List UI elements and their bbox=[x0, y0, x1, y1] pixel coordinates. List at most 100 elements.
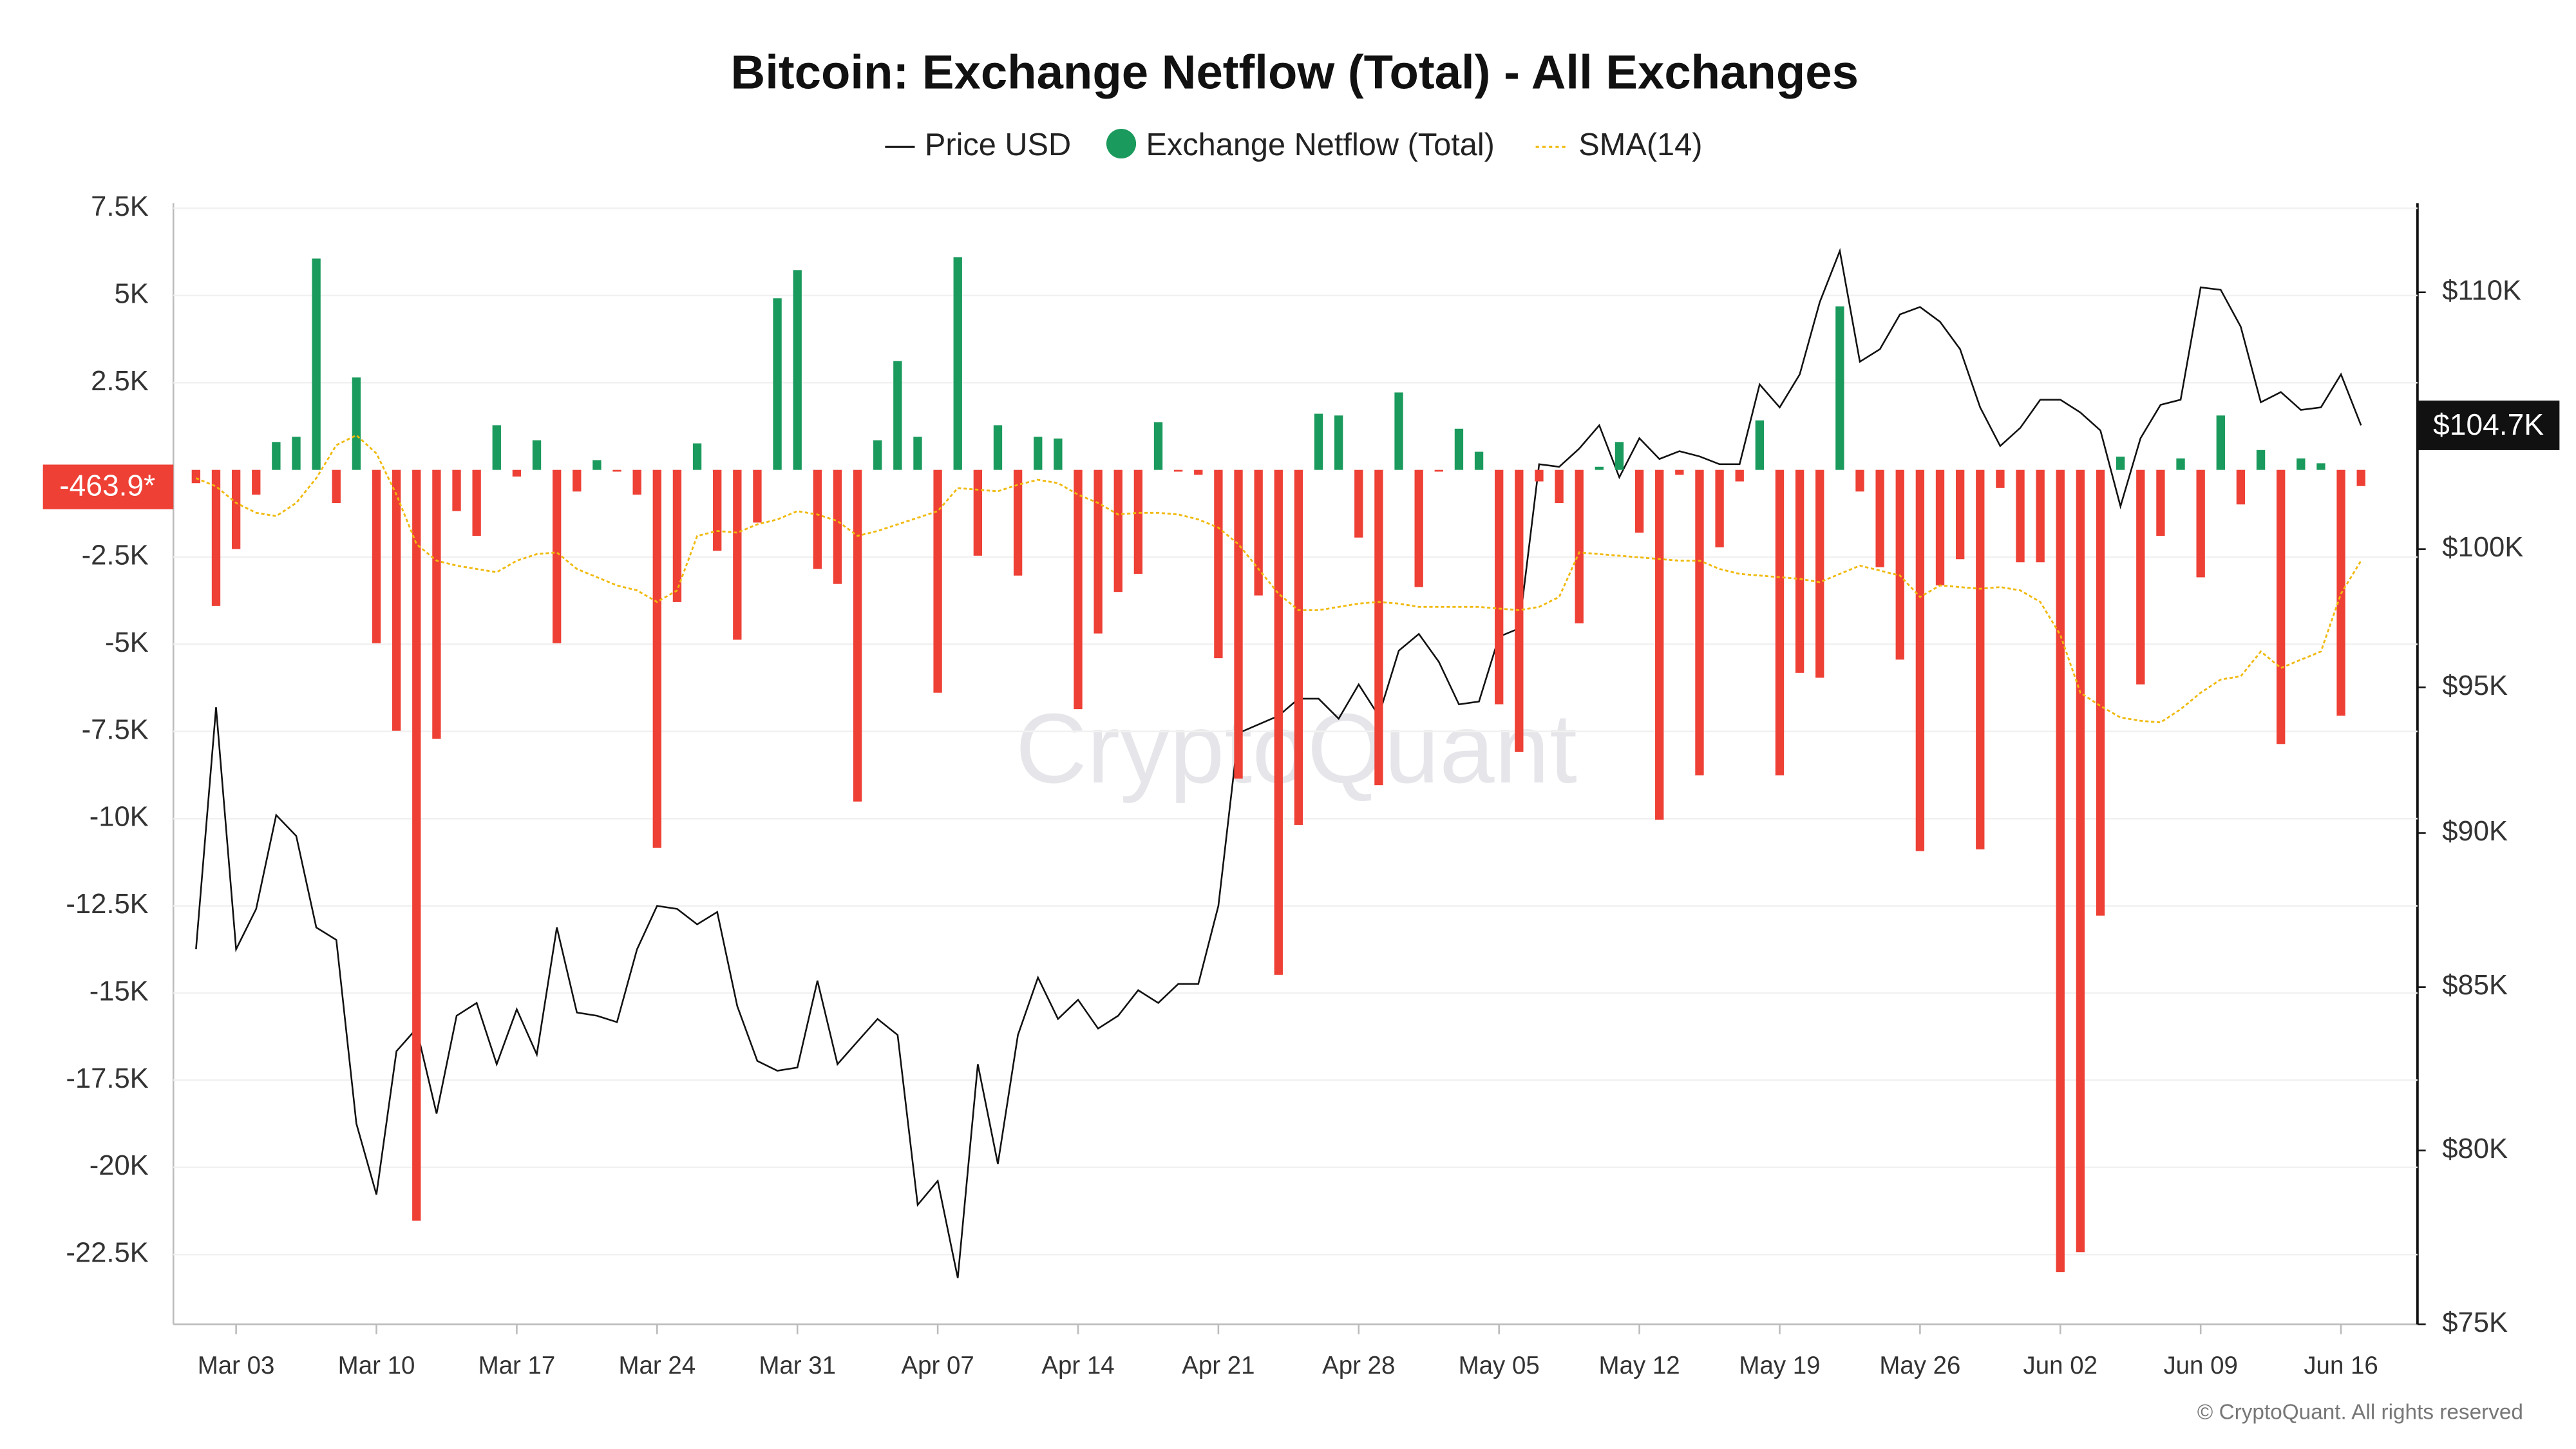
bar bbox=[1715, 469, 1724, 547]
bar bbox=[873, 440, 882, 470]
bar bbox=[1855, 469, 1864, 492]
last-value-box bbox=[2417, 400, 2560, 450]
bar bbox=[1875, 469, 1884, 567]
bar bbox=[1013, 469, 1023, 576]
y-tick-label: 2.5K bbox=[91, 366, 149, 397]
legend-label: Exchange Netflow (Total) bbox=[1146, 128, 1494, 162]
bar bbox=[1815, 469, 1824, 678]
bar bbox=[2297, 458, 2306, 470]
bar bbox=[1434, 469, 1443, 472]
y2-tick-label: $85K bbox=[2442, 970, 2508, 1001]
bar bbox=[332, 469, 341, 504]
y-tick-label: -2.5K bbox=[82, 540, 149, 571]
bar bbox=[1034, 437, 1043, 470]
y-tick-label: -20K bbox=[90, 1150, 149, 1181]
x-tick-label: Jun 09 bbox=[2163, 1352, 2237, 1379]
bar bbox=[1374, 469, 1383, 786]
bar bbox=[352, 377, 361, 470]
bar bbox=[472, 469, 481, 536]
bar bbox=[773, 298, 782, 470]
bar bbox=[1113, 469, 1122, 592]
bar bbox=[231, 469, 241, 549]
bar bbox=[1454, 428, 1464, 470]
bar bbox=[672, 469, 682, 602]
x-tick-label: Apr 21 bbox=[1182, 1352, 1255, 1379]
bar bbox=[2036, 469, 2045, 563]
y-tick-label: -22.5K bbox=[66, 1238, 148, 1269]
bar bbox=[1054, 438, 1063, 470]
x-tick-label: May 19 bbox=[1739, 1352, 1820, 1379]
copyright: © CryptoQuant. All rights reserved bbox=[2197, 1401, 2523, 1425]
bar bbox=[553, 469, 562, 643]
y2-tick-label: $80K bbox=[2442, 1133, 2508, 1164]
legend-dot-glyph bbox=[1106, 129, 1137, 159]
bar bbox=[713, 469, 722, 551]
bar bbox=[392, 469, 401, 731]
x-tick-label: Jun 16 bbox=[2304, 1352, 2378, 1379]
bar bbox=[652, 469, 661, 848]
x-tick-label: Mar 24 bbox=[618, 1352, 696, 1379]
bar bbox=[1935, 469, 1945, 585]
bar bbox=[1133, 469, 1143, 574]
chart-title: Bitcoin: Exchange Netflow (Total) - All … bbox=[731, 46, 1859, 99]
x-tick-label: Apr 07 bbox=[901, 1352, 974, 1379]
bar bbox=[2236, 469, 2246, 505]
y2-tick-label: $100K bbox=[2442, 532, 2523, 563]
bar bbox=[1634, 469, 1644, 533]
x-tick-label: May 26 bbox=[1879, 1352, 1960, 1379]
bar bbox=[1495, 469, 1504, 705]
bar bbox=[1234, 469, 1243, 779]
bar bbox=[993, 425, 1003, 470]
bar bbox=[973, 469, 983, 556]
y2-tick-label: $110K bbox=[2442, 275, 2521, 306]
bar bbox=[2056, 469, 2065, 1273]
bar bbox=[2076, 469, 2085, 1253]
x-tick-label: Mar 17 bbox=[478, 1352, 556, 1379]
y-tick-label: 5K bbox=[114, 278, 148, 309]
bar bbox=[2256, 450, 2266, 470]
bar bbox=[1795, 469, 1804, 673]
bar bbox=[1755, 420, 1765, 470]
y-tick-label: -7.5K bbox=[82, 714, 149, 745]
bar bbox=[2196, 469, 2205, 578]
bar bbox=[1976, 469, 1985, 849]
bar bbox=[1153, 422, 1163, 470]
bar bbox=[1615, 442, 1624, 470]
bar bbox=[1414, 469, 1423, 587]
bar bbox=[2316, 463, 2325, 470]
bar bbox=[1314, 413, 1323, 470]
bar bbox=[1695, 469, 1704, 776]
bar bbox=[292, 437, 301, 470]
bar bbox=[1915, 469, 1925, 851]
bar bbox=[1535, 469, 1544, 482]
bar bbox=[1775, 469, 1785, 776]
legend-label: Price USD bbox=[925, 128, 1071, 162]
bar bbox=[1254, 469, 1263, 596]
bar bbox=[2176, 458, 2185, 470]
y-tick-label: -10K bbox=[90, 802, 149, 833]
bar bbox=[1735, 469, 1744, 482]
bar bbox=[1074, 469, 1083, 710]
bar bbox=[733, 469, 742, 640]
bar bbox=[692, 443, 702, 470]
bar bbox=[312, 258, 321, 470]
y-tick-label: -5K bbox=[105, 627, 149, 658]
x-tick-label: Mar 10 bbox=[338, 1352, 415, 1379]
bar bbox=[252, 469, 261, 495]
bar bbox=[573, 469, 582, 492]
bar bbox=[2356, 469, 2365, 486]
bar bbox=[2156, 469, 2165, 536]
bar bbox=[492, 425, 501, 470]
y-tick-label: -17.5K bbox=[66, 1063, 148, 1094]
x-tick-label: May 05 bbox=[1459, 1352, 1540, 1379]
bar bbox=[2096, 469, 2105, 916]
bar bbox=[1354, 469, 1363, 538]
x-tick-label: Apr 28 bbox=[1322, 1352, 1395, 1379]
last-value-label: -463.9* bbox=[59, 469, 155, 502]
bar bbox=[1835, 306, 1844, 470]
bar bbox=[532, 440, 542, 470]
y-tick-label: -15K bbox=[90, 976, 149, 1007]
bar bbox=[2016, 469, 2025, 563]
y-tick-label: 7.5K bbox=[91, 191, 149, 222]
